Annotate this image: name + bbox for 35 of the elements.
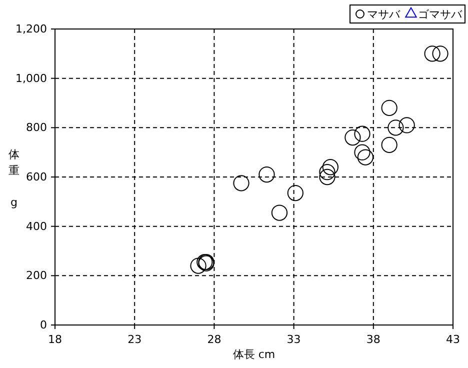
point — [388, 120, 404, 136]
point — [322, 159, 338, 176]
y-tick-label: 200 — [26, 269, 47, 282]
point — [381, 100, 398, 116]
x-tick-label: 28 — [207, 332, 222, 346]
point — [287, 184, 304, 202]
point — [357, 149, 374, 166]
point — [319, 168, 336, 186]
point — [424, 46, 440, 62]
point — [432, 46, 448, 62]
legend-label: ゴマサバ — [418, 8, 463, 21]
y-tick-label: 400 — [26, 220, 47, 233]
x-tick-label: 33 — [286, 332, 301, 346]
point — [354, 126, 370, 142]
x-tick-label: 38 — [366, 332, 380, 346]
point — [319, 164, 336, 180]
point — [381, 136, 398, 153]
point — [190, 258, 206, 274]
x-tick-label: 18 — [48, 332, 62, 346]
y-tick-label: 600 — [26, 170, 47, 184]
y-tick-label: 0 — [40, 318, 47, 332]
x-axis-title: 体長 cm — [232, 348, 276, 361]
y-tick-label: 1,000 — [16, 72, 47, 85]
text: 体重 g — [8, 148, 20, 209]
point — [271, 204, 288, 221]
point — [398, 117, 415, 134]
point — [354, 144, 370, 160]
x-tick-label: 23 — [128, 332, 142, 346]
y-tick-label: 800 — [26, 121, 47, 134]
y-tick-label: 1,200 — [16, 22, 47, 36]
point — [258, 166, 275, 183]
point — [344, 129, 361, 146]
x-tick-label: 43 — [446, 332, 460, 346]
point — [233, 175, 250, 192]
legend-label: マサバ — [367, 8, 401, 21]
